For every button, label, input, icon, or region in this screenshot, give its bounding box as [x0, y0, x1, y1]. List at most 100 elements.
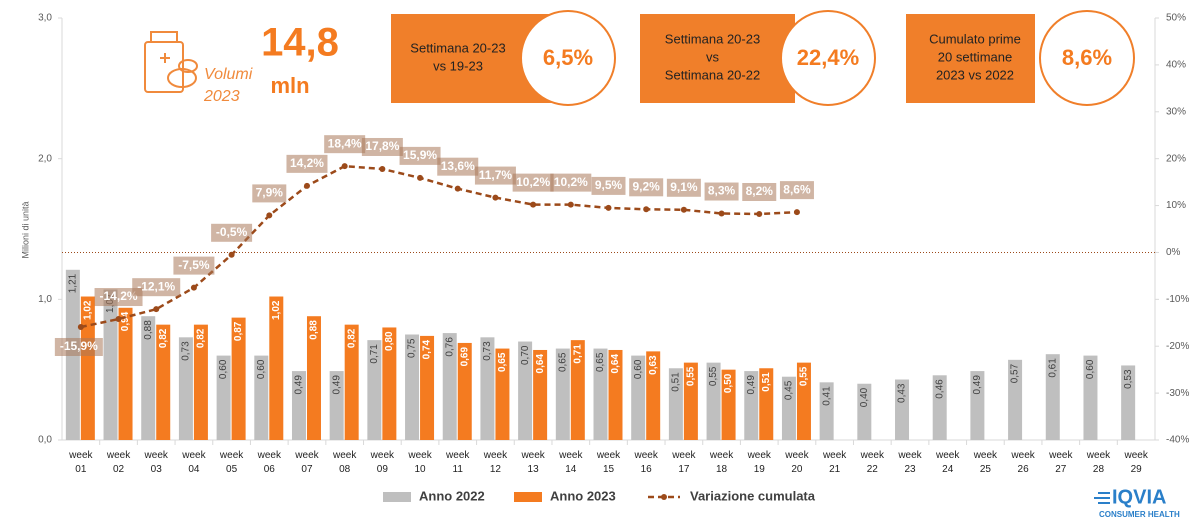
bar-value-label: 0,82 [158, 328, 169, 348]
kpi-value: 22,4% [797, 45, 859, 70]
bar-value-label: 0,71 [369, 344, 380, 364]
bar [518, 341, 533, 440]
kpi-circle [1039, 10, 1135, 106]
kpi-text: vs [706, 49, 720, 64]
line-value-label: 8,2% [746, 184, 774, 198]
y-axis-label: Milioni di unità [20, 201, 30, 258]
bar-value-label: 0,60 [256, 359, 267, 379]
line-value-label: -0,5% [216, 225, 248, 239]
line-point [341, 163, 348, 170]
line-label-box [173, 256, 215, 275]
bar [1008, 359, 1023, 440]
x-tick-label: week 06 [257, 450, 282, 475]
y-tick-label: 2,0 [38, 153, 52, 164]
bar-value-label: 0,65 [557, 352, 568, 372]
line-value-label: 13,6% [441, 159, 475, 173]
legend-swatch [383, 492, 411, 502]
kpi-circle [780, 10, 876, 106]
y2-tick-label: -30% [1166, 388, 1189, 399]
legend-label: Anno 2023 [550, 488, 616, 503]
line-point [756, 210, 763, 217]
y-tick-label: 1,0 [38, 294, 52, 305]
line-point [303, 182, 310, 189]
line-point [492, 194, 499, 201]
bar-value-label: 0,49 [294, 375, 305, 395]
bar [329, 371, 344, 440]
bar [646, 351, 661, 440]
volume-icon [144, 31, 198, 93]
bar [178, 337, 193, 440]
line-value-label: 18,4% [328, 136, 362, 150]
bar-value-label: 0,73 [181, 341, 192, 361]
line-point [379, 165, 386, 172]
bar [306, 316, 321, 440]
line-value-label: 8,6% [783, 182, 811, 196]
kpi-text: Settimana 20-23 [665, 31, 760, 46]
line-label-box [399, 146, 441, 165]
volume-year: 2023 [203, 88, 240, 105]
bar [970, 371, 985, 440]
x-tick-label: week 13 [520, 450, 545, 475]
bar [457, 342, 472, 440]
volume-value: 14,8 [261, 21, 339, 65]
bar-value-label: 1,02 [271, 300, 282, 320]
line-point [417, 174, 424, 181]
legend-swatch-dot [661, 494, 667, 500]
volume-label: Volumi [204, 66, 253, 83]
line-point [680, 206, 687, 213]
line-point [190, 284, 197, 291]
x-tick-label: week 23 [897, 450, 922, 475]
bar [759, 368, 774, 440]
line-point [115, 316, 122, 323]
x-tick-label: week 01 [68, 450, 93, 475]
bar [668, 368, 683, 440]
bar-value-label: 0,49 [331, 375, 342, 395]
x-tick-label: week 19 [747, 450, 772, 475]
x-tick-label: week 27 [1048, 450, 1073, 475]
bar [118, 307, 133, 440]
y2-tick-label: 20% [1166, 153, 1186, 164]
bar-value-label: 0,75 [407, 338, 418, 358]
bar [103, 289, 118, 440]
kpi-value: 6,5% [543, 45, 593, 70]
x-tick-label: week 05 [219, 450, 244, 475]
x-tick-label: week 28 [1086, 450, 1111, 475]
bar [570, 340, 585, 440]
kpi-text: Cumulato prime [929, 31, 1021, 46]
kpi-text: 2023 vs 2022 [936, 67, 1014, 82]
kpi-box [906, 14, 1035, 103]
bar-value-label: 0,88 [143, 320, 154, 340]
line-point [530, 201, 537, 208]
bar [480, 337, 495, 440]
bar [895, 379, 910, 440]
y2-tick-label: 0% [1166, 247, 1181, 258]
bar [156, 324, 171, 440]
bar [291, 371, 306, 440]
bar [631, 355, 646, 440]
bar [1045, 354, 1060, 440]
bar-value-label: 0,74 [422, 339, 433, 359]
line-point [228, 251, 235, 258]
bar-value-label: 0,61 [1047, 358, 1058, 378]
bar [442, 333, 457, 440]
bar-value-label: 0,65 [595, 352, 606, 372]
kpi-box [640, 14, 795, 103]
line-label-box [591, 176, 626, 195]
line-point [454, 185, 461, 192]
bar-value-label: 0,60 [218, 359, 229, 379]
kpi-text: 20 settimane [938, 49, 1012, 64]
y2-tick-label: -10% [1166, 294, 1189, 305]
bar-value-label: 0,45 [784, 380, 795, 400]
bar-value-label: 0,40 [859, 387, 870, 407]
x-tick-label: week 21 [822, 450, 847, 475]
line-label-box [779, 181, 814, 200]
x-tick-label: week 14 [558, 450, 583, 475]
line-value-label: 11,7% [479, 168, 513, 182]
legend-swatch [514, 492, 542, 502]
line-value-label: 9,2% [633, 179, 661, 193]
volume-unit: mln [270, 73, 309, 98]
line-point [643, 206, 650, 213]
bar [1121, 365, 1136, 440]
line-label-box [252, 184, 287, 203]
